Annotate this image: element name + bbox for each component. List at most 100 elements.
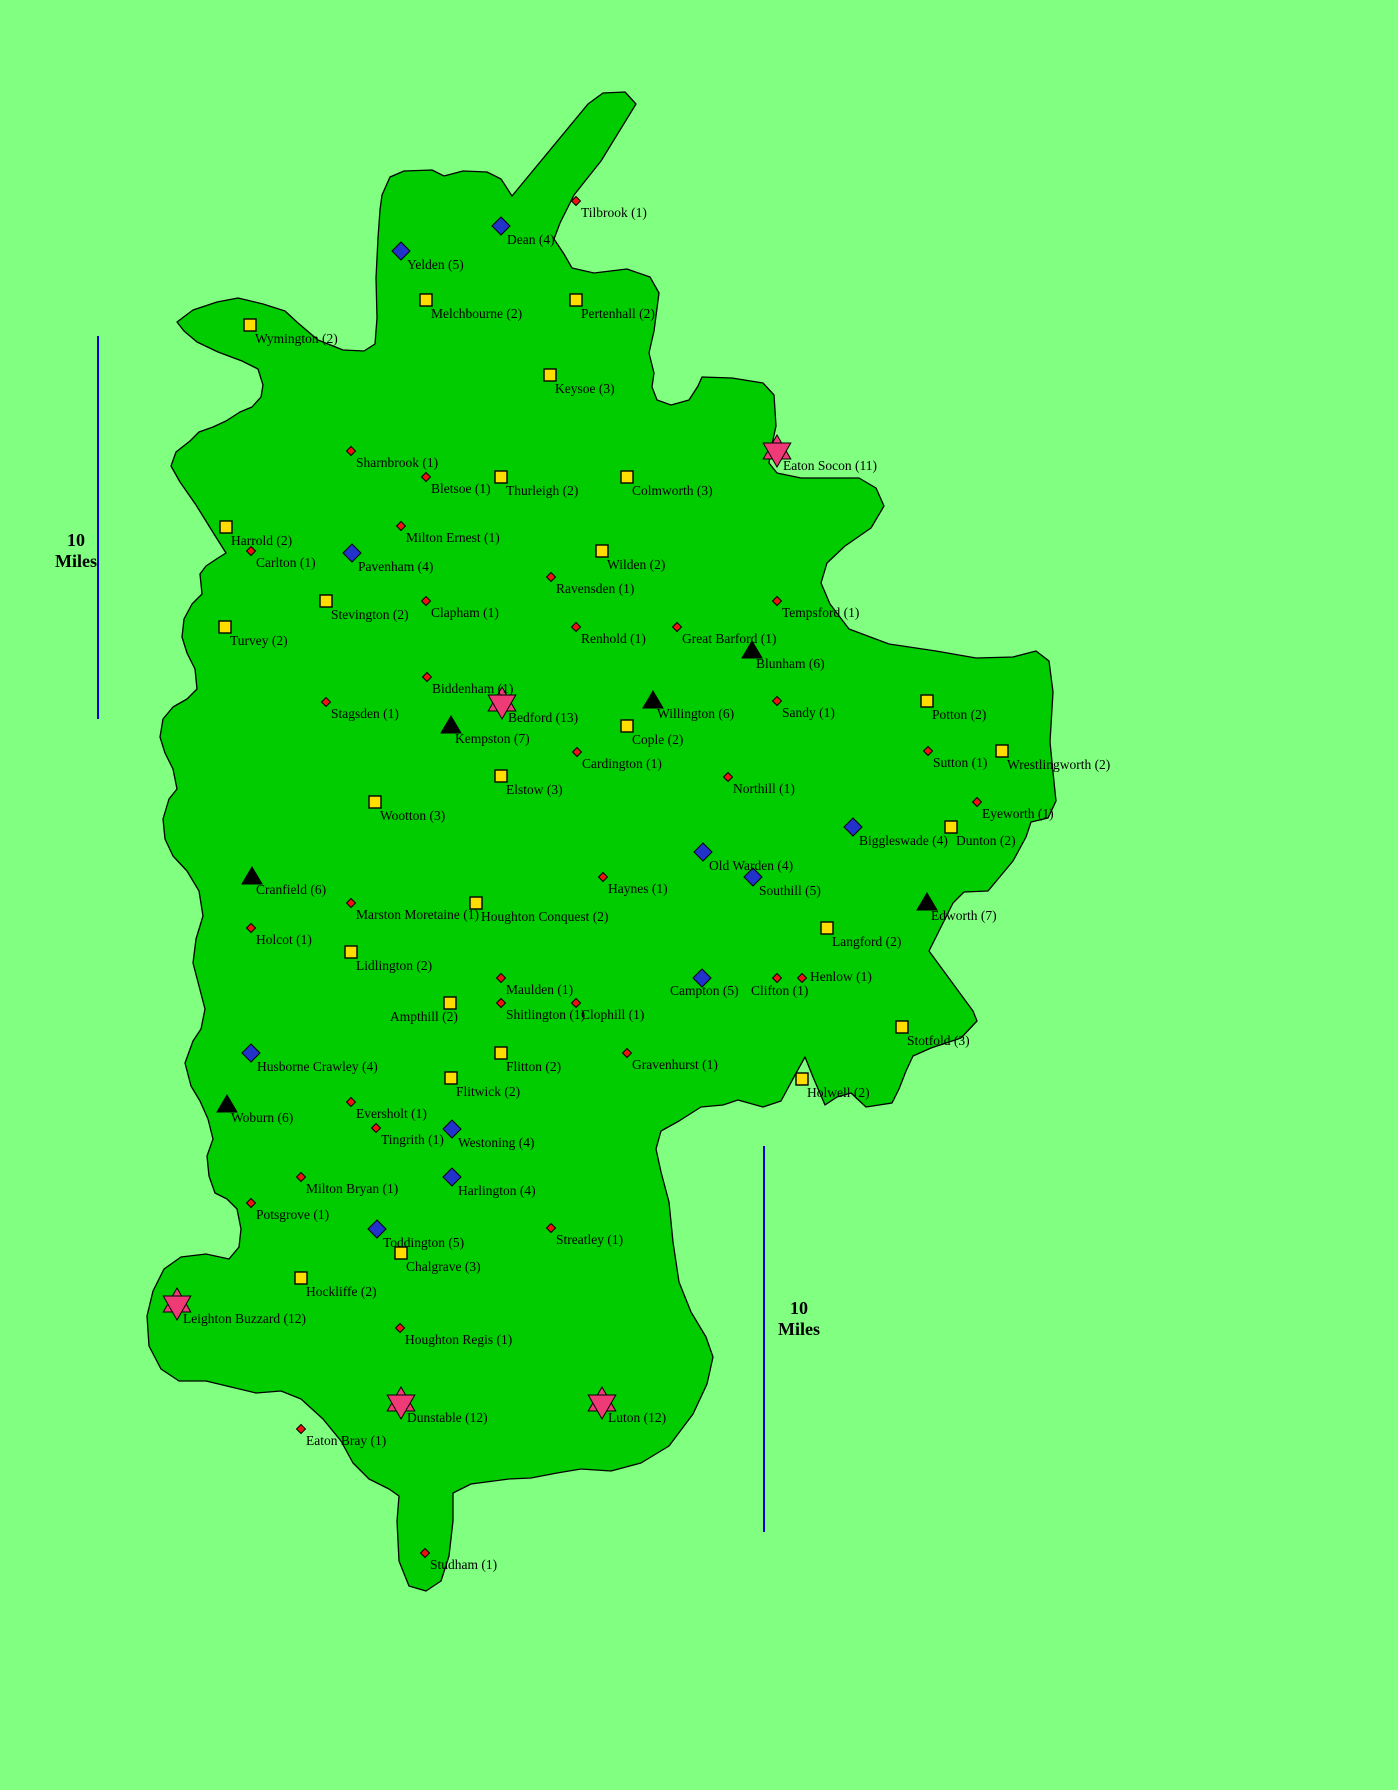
place-label: Biggleswade (4) (859, 833, 948, 848)
place-label: Clifton (1) (751, 983, 808, 998)
marker-blue-diamond (693, 842, 713, 862)
marker-yellow-square (569, 293, 583, 307)
place-label: Harrold (2) (231, 533, 292, 548)
marker-yellow-square (543, 368, 557, 382)
marker-red-diamond (419, 1547, 431, 1559)
place-label: Dean (4) (507, 232, 555, 247)
place-label: Wootton (3) (380, 808, 445, 823)
marker-blue-diamond (743, 867, 763, 887)
place-label: Houghton Regis (1) (405, 1332, 512, 1347)
place-label: Eaton Bray (1) (306, 1433, 386, 1448)
marker-yellow-square (895, 1020, 909, 1034)
marker-blue-diamond (491, 216, 511, 236)
marker-yellow-square (920, 694, 934, 708)
place-label: Holwell (2) (807, 1085, 870, 1100)
marker-yellow-square (795, 1072, 809, 1086)
place-label: Houghton Conquest (2) (481, 909, 609, 924)
marker-yellow-square (494, 470, 508, 484)
place-label: Milton Ernest (1) (406, 530, 500, 545)
marker-red-diamond (370, 1122, 382, 1134)
scale-bar-label-left: 10 Miles (40, 530, 112, 572)
place-label: Sutton (1) (933, 755, 987, 770)
place-label: Tingrith (1) (381, 1132, 444, 1147)
place-label: Sharnbrook (1) (356, 455, 438, 470)
marker-red-diamond (345, 445, 357, 457)
marker-black-triangle (440, 715, 462, 734)
place-label: Northill (1) (733, 781, 795, 796)
place-label: Woburn (6) (231, 1110, 293, 1125)
place-label: Cranfield (6) (256, 882, 326, 897)
place-label: Dunton (2) (956, 833, 1016, 848)
marker-blue-diamond (442, 1167, 462, 1187)
marker-red-diamond (245, 922, 257, 934)
marker-red-diamond (971, 796, 983, 808)
marker-yellow-square (494, 769, 508, 783)
place-label: Wilden (2) (607, 557, 665, 572)
place-label: Turvey (2) (230, 633, 288, 648)
place-label: Dunstable (12) (407, 1410, 488, 1425)
place-label: Stagsden (1) (331, 706, 399, 721)
place-label: Ravensden (1) (556, 581, 634, 596)
marker-red-diamond (771, 695, 783, 707)
place-label: Yelden (5) (407, 257, 464, 272)
marker-blue-diamond (367, 1219, 387, 1239)
place-label: Blunham (6) (756, 656, 825, 671)
place-label: Potsgrove (1) (256, 1207, 329, 1222)
marker-red-diamond (295, 1423, 307, 1435)
place-label: Kempston (7) (455, 731, 530, 746)
marker-red-diamond (922, 745, 934, 757)
place-label: Eversholt (1) (356, 1106, 427, 1121)
place-label: Thurleigh (2) (506, 483, 578, 498)
place-label: Eyeworth (1) (982, 806, 1054, 821)
place-label: Keysoe (3) (555, 381, 615, 396)
place-label: Cople (2) (632, 732, 683, 747)
place-label: Potton (2) (932, 707, 986, 722)
place-label: Old Warden (4) (709, 858, 793, 873)
marker-black-triangle (642, 690, 664, 709)
marker-yellow-square (494, 1046, 508, 1060)
marker-red-diamond (597, 871, 609, 883)
place-label: Biddenham (1) (432, 681, 513, 696)
marker-blue-diamond (391, 241, 411, 261)
marker-yellow-square (620, 470, 634, 484)
marker-red-diamond (394, 1322, 406, 1334)
place-label: Pavenham (4) (358, 559, 433, 574)
marker-yellow-square (243, 318, 257, 332)
marker-red-diamond (545, 571, 557, 583)
place-label: Flitton (2) (506, 1059, 561, 1074)
place-label: Leighton Buzzard (12) (183, 1311, 306, 1326)
scale-bar-label-right: 10 Miles (763, 1298, 835, 1340)
marker-red-diamond (722, 771, 734, 783)
marker-red-diamond (345, 1096, 357, 1108)
place-label: Melchbourne (2) (431, 306, 522, 321)
star-triangle-down (162, 1295, 192, 1322)
place-label: Southill (5) (759, 883, 821, 898)
place-label: Wrestlingworth (2) (1007, 757, 1110, 772)
place-label: Tilbrook (1) (581, 205, 647, 220)
place-label: Studham (1) (430, 1557, 497, 1572)
marker-yellow-square (344, 945, 358, 959)
place-label: Milton Bryan (1) (306, 1181, 398, 1196)
place-label: Renhold (1) (581, 631, 646, 646)
place-label: Harlington (4) (458, 1183, 536, 1198)
place-label: Maulden (1) (506, 982, 573, 997)
marker-blue-diamond (241, 1043, 261, 1063)
place-label: Haynes (1) (608, 881, 668, 896)
marker-yellow-square (995, 744, 1009, 758)
marker-red-diamond (320, 696, 332, 708)
place-label: Great Barford (1) (682, 631, 776, 646)
marker-red-diamond (395, 520, 407, 532)
place-label: Pertenhall (2) (581, 306, 655, 321)
place-label: Hockliffe (2) (306, 1284, 377, 1299)
place-label: Luton (12) (608, 1410, 666, 1425)
marker-yellow-square (820, 921, 834, 935)
place-label: Gravenhurst (1) (632, 1057, 718, 1072)
marker-yellow-square (620, 719, 634, 733)
place-label: Campton (5) (670, 983, 739, 998)
marker-red-diamond (796, 972, 808, 984)
place-label: Clophill (1) (581, 1007, 644, 1022)
star-triangle-down (762, 442, 792, 469)
place-label: Shitlington (1) (506, 1007, 585, 1022)
